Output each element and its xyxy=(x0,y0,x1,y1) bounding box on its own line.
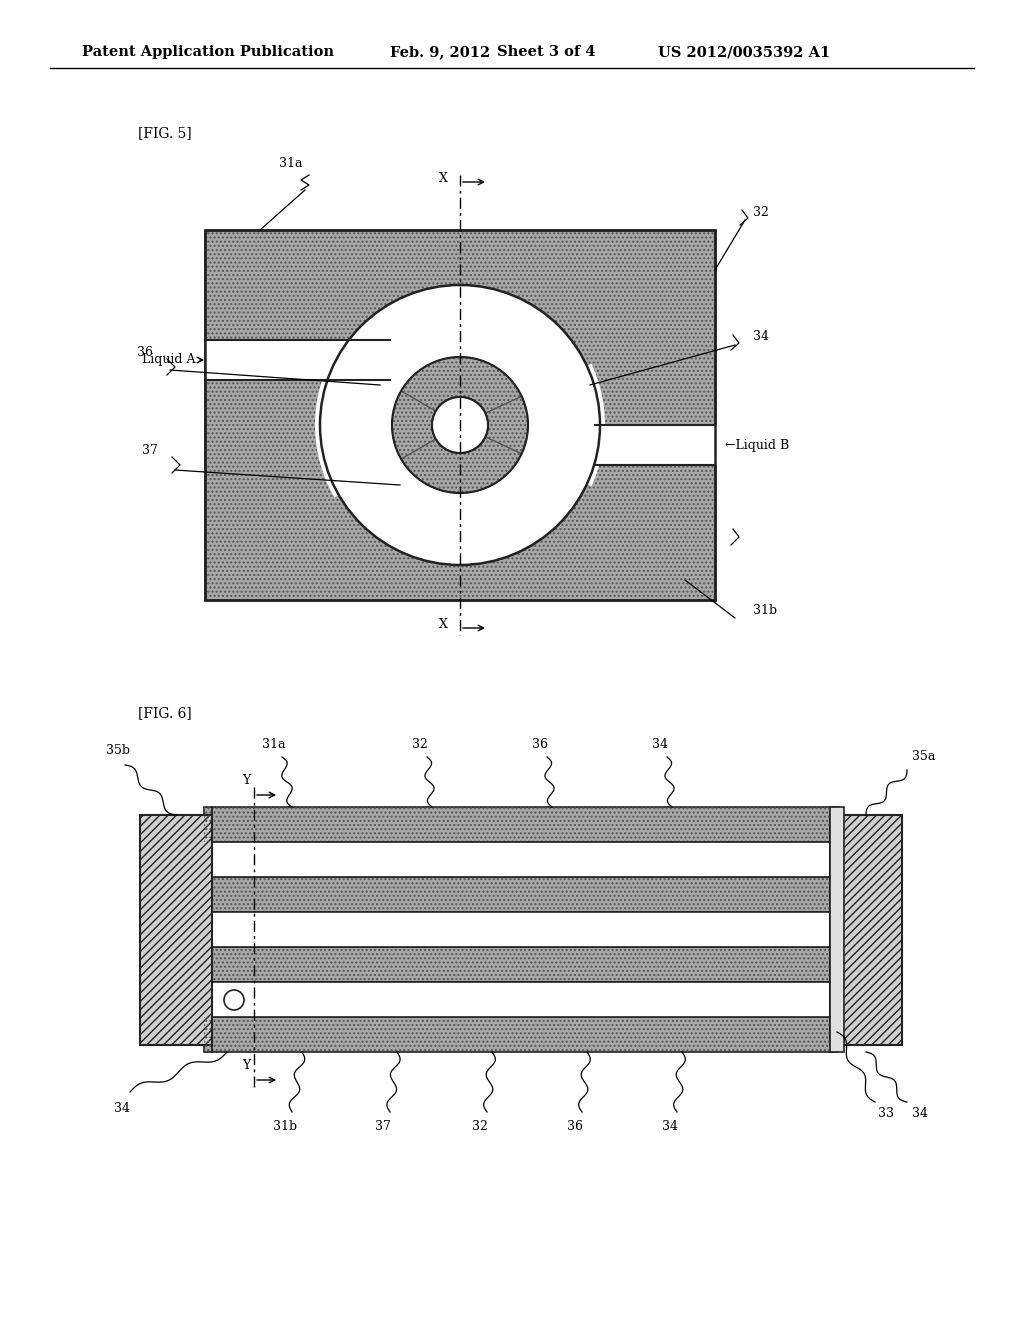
Text: 35b: 35b xyxy=(106,744,130,756)
Text: 37: 37 xyxy=(375,1119,391,1133)
Text: Patent Application Publication: Patent Application Publication xyxy=(82,45,334,59)
Text: 34: 34 xyxy=(912,1107,928,1119)
Circle shape xyxy=(319,285,600,565)
Bar xyxy=(140,814,212,1045)
Text: Feb. 9, 2012: Feb. 9, 2012 xyxy=(390,45,490,59)
Text: ←Liquid B: ←Liquid B xyxy=(725,438,790,451)
Text: 37: 37 xyxy=(142,445,158,458)
Bar xyxy=(204,807,838,842)
Bar xyxy=(212,982,830,1016)
Circle shape xyxy=(432,397,488,453)
Text: [FIG. 5]: [FIG. 5] xyxy=(138,125,191,140)
Bar xyxy=(204,807,838,842)
Text: 36: 36 xyxy=(137,346,153,359)
Text: [FIG. 6]: [FIG. 6] xyxy=(138,706,191,719)
Bar xyxy=(212,876,830,912)
Bar xyxy=(205,230,715,601)
Text: Y: Y xyxy=(242,1059,250,1072)
Text: 32: 32 xyxy=(472,1119,488,1133)
Text: 33: 33 xyxy=(878,1107,894,1119)
Bar xyxy=(212,946,830,982)
Text: 34: 34 xyxy=(652,738,668,751)
Bar xyxy=(212,946,830,982)
Bar xyxy=(204,1016,838,1052)
Bar xyxy=(205,230,715,601)
Text: 34: 34 xyxy=(662,1119,678,1133)
Wedge shape xyxy=(315,352,460,498)
Bar xyxy=(212,876,830,912)
Text: 31b: 31b xyxy=(753,603,777,616)
Wedge shape xyxy=(460,364,605,486)
Text: 36: 36 xyxy=(567,1119,583,1133)
Bar xyxy=(830,814,902,1045)
Text: US 2012/0035392 A1: US 2012/0035392 A1 xyxy=(658,45,830,59)
Text: Liquid A: Liquid A xyxy=(141,354,195,367)
Wedge shape xyxy=(460,396,528,454)
Text: 36: 36 xyxy=(532,738,548,751)
Wedge shape xyxy=(392,391,460,459)
Bar xyxy=(205,341,367,380)
Text: 31a: 31a xyxy=(280,157,303,170)
Circle shape xyxy=(392,356,528,492)
Circle shape xyxy=(224,990,244,1010)
Text: 35a: 35a xyxy=(912,750,935,763)
Bar xyxy=(204,1016,838,1052)
Text: 32: 32 xyxy=(753,206,769,219)
Text: 31a: 31a xyxy=(262,738,286,751)
Text: 32: 32 xyxy=(412,738,428,751)
Bar xyxy=(205,230,715,601)
Circle shape xyxy=(432,397,488,453)
Text: X: X xyxy=(439,619,449,631)
Bar xyxy=(212,842,830,876)
Text: Y: Y xyxy=(242,774,250,787)
Text: 31b: 31b xyxy=(273,1119,297,1133)
Bar xyxy=(212,912,830,946)
Text: 34: 34 xyxy=(753,330,769,343)
Text: 34: 34 xyxy=(114,1102,130,1115)
Bar xyxy=(530,425,717,465)
Text: Sheet 3 of 4: Sheet 3 of 4 xyxy=(497,45,596,59)
Text: X: X xyxy=(439,173,449,186)
Bar xyxy=(830,807,844,1052)
